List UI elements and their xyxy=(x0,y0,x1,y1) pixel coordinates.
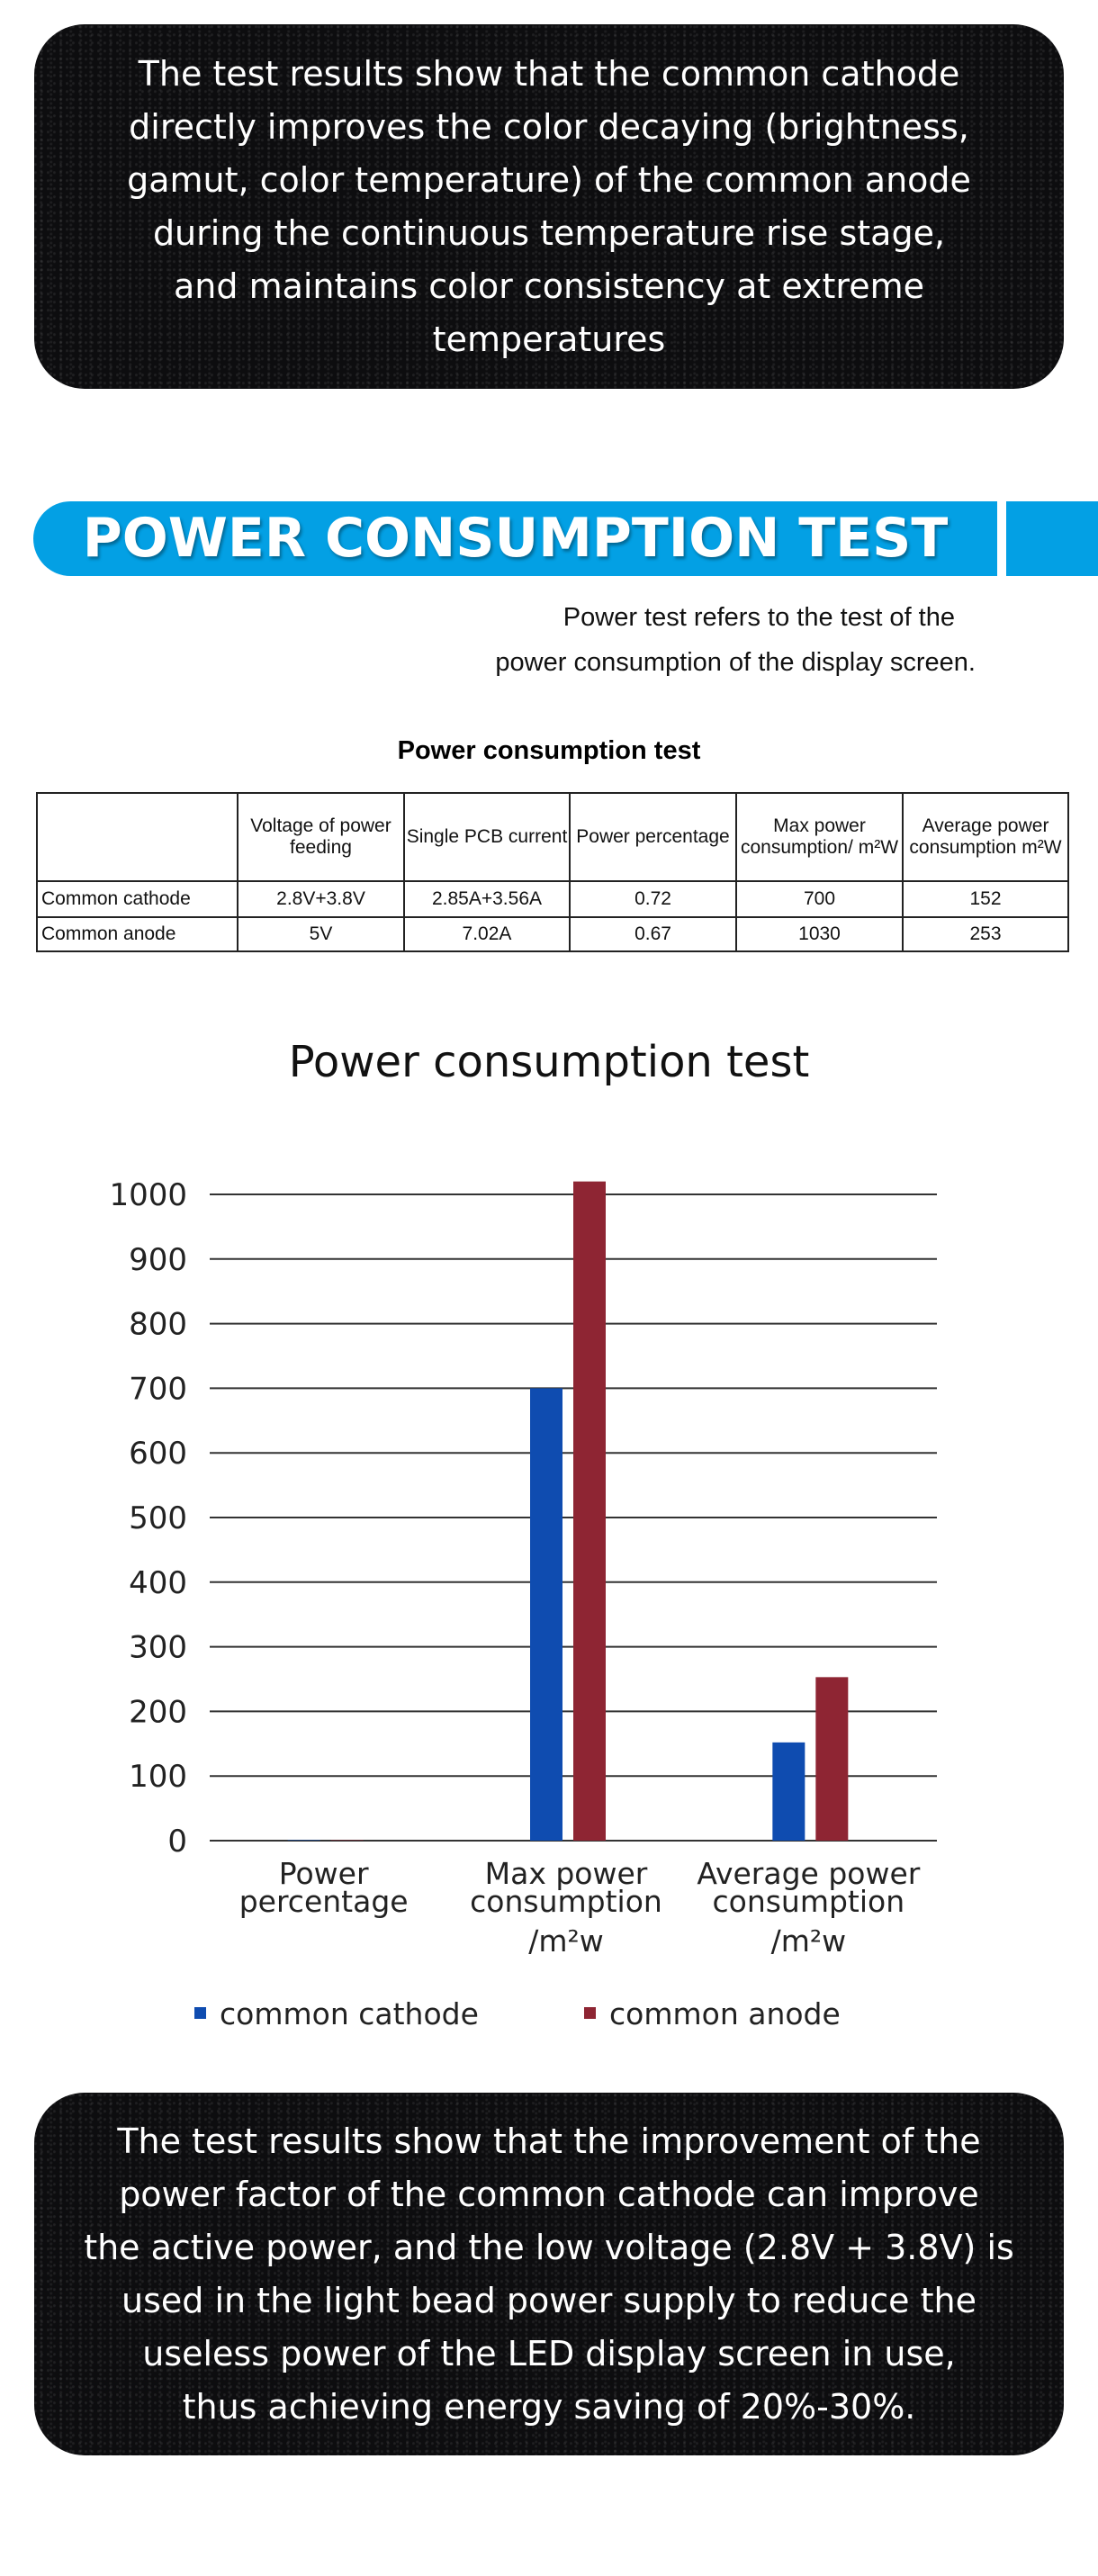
x-tick-label: percentage xyxy=(239,1884,409,1919)
cell: 7.02A xyxy=(403,916,571,952)
x-tick-label: consumption xyxy=(470,1884,662,1919)
bar-chart: 0 100 200 300 400 500 600 700 800 900 1000 Powerper… xyxy=(109,1177,937,2031)
text-line: The test results show that the improveme… xyxy=(117,2121,981,2161)
text-line: power factor of the common cathode can i… xyxy=(119,2174,979,2214)
cell: 2.85A+3.56A xyxy=(403,880,571,918)
legend-label: common cathode xyxy=(220,1996,479,2031)
bar-common-cathode xyxy=(530,1388,562,1841)
y-tick-label: 500 xyxy=(129,1500,187,1536)
x-tick-label: consumption xyxy=(712,1884,904,1919)
legend-swatch xyxy=(194,2007,206,2019)
header-cell: Average power consumption m²W xyxy=(902,792,1069,882)
y-tick-label: 900 xyxy=(129,1242,187,1278)
legend-label: common anode xyxy=(609,1996,841,2031)
table-title: Power consumption test xyxy=(397,736,701,765)
y-tick-label: 800 xyxy=(129,1307,187,1343)
cell: 253 xyxy=(902,916,1069,952)
text-line: during the continuous temperature rise s… xyxy=(152,212,946,253)
y-tick-label: 0 xyxy=(167,1824,187,1860)
text-line: temperatures xyxy=(432,319,666,359)
text-line: thus achieving energy saving of 20%-30%. xyxy=(182,2386,916,2427)
y-tick-label: 200 xyxy=(129,1694,187,1730)
text-line: and maintains color consistency at extre… xyxy=(174,266,924,306)
bar-common-anode xyxy=(573,1181,606,1841)
y-tick-label: 1000 xyxy=(109,1177,187,1213)
chart-title: Power consumption test xyxy=(288,1037,810,1087)
y-tick-label: 600 xyxy=(129,1436,187,1472)
text-line: used in the light bead power supply to r… xyxy=(122,2280,976,2320)
conclusion-text-box: The test results show that the improveme… xyxy=(34,2093,1064,2455)
bar-common-cathode xyxy=(772,1742,806,1841)
cell: 700 xyxy=(735,880,904,918)
cell: 0.72 xyxy=(569,880,737,918)
row-label: Common cathode xyxy=(36,880,238,918)
text-line: the active power, and the low voltage (2… xyxy=(84,2227,1014,2267)
table-header-row: Voltage of power feeding Single PCB curr… xyxy=(36,792,1069,882)
header-cell: Single PCB current xyxy=(403,792,571,882)
y-tick-label: 400 xyxy=(129,1565,187,1601)
y-tick-label: 300 xyxy=(129,1630,187,1666)
x-tick-label: Average power xyxy=(697,1856,920,1891)
cell: 2.8V+3.8V xyxy=(237,880,405,918)
header-cell: Max power consumption/ m²W xyxy=(735,792,904,882)
x-tick-label: Max power xyxy=(485,1856,648,1891)
header-cell xyxy=(36,792,238,882)
bar-common-cathode xyxy=(287,1840,320,1841)
power-table: Voltage of power feeding Single PCB curr… xyxy=(36,792,1069,952)
cell: 1030 xyxy=(735,916,904,952)
section-description: Power test refers to the test of the xyxy=(562,603,955,632)
legend-swatch xyxy=(584,2007,596,2019)
text-line: The test results show that the common ca… xyxy=(138,53,960,94)
table-row: Common cathode 2.8V+3.8V 2.85A+3.56A 0.7… xyxy=(36,880,1069,918)
cell: 0.67 xyxy=(569,916,737,952)
x-tick-label: Power xyxy=(279,1856,369,1891)
row-label: Common anode xyxy=(36,916,238,952)
table-row: Common anode 5V 7.02A 0.67 1030 253 xyxy=(36,916,1069,952)
text-line: directly improves the color decaying (br… xyxy=(129,106,969,147)
cell: 5V xyxy=(237,916,405,952)
section-banner: POWER CONSUMPTION TEST xyxy=(33,501,997,576)
text-line: useless power of the LED display screen … xyxy=(142,2333,956,2373)
y-tick-label: 100 xyxy=(129,1759,187,1795)
intro-text-box: The test results show that the common ca… xyxy=(34,24,1064,389)
cell: 152 xyxy=(902,880,1069,918)
text-line: gamut, color temperature) of the common … xyxy=(127,159,971,200)
y-tick-label: 700 xyxy=(129,1371,187,1407)
header-cell: Voltage of power feeding xyxy=(237,792,405,882)
x-tick-label: /m²w xyxy=(528,1923,603,1959)
section-description: power consumption of the display screen. xyxy=(495,648,976,677)
bar-common-anode xyxy=(815,1677,849,1841)
header-cell: Power percentage xyxy=(569,792,737,882)
banner-decoration xyxy=(1006,501,1098,576)
x-tick-label: /m²w xyxy=(771,1923,846,1959)
